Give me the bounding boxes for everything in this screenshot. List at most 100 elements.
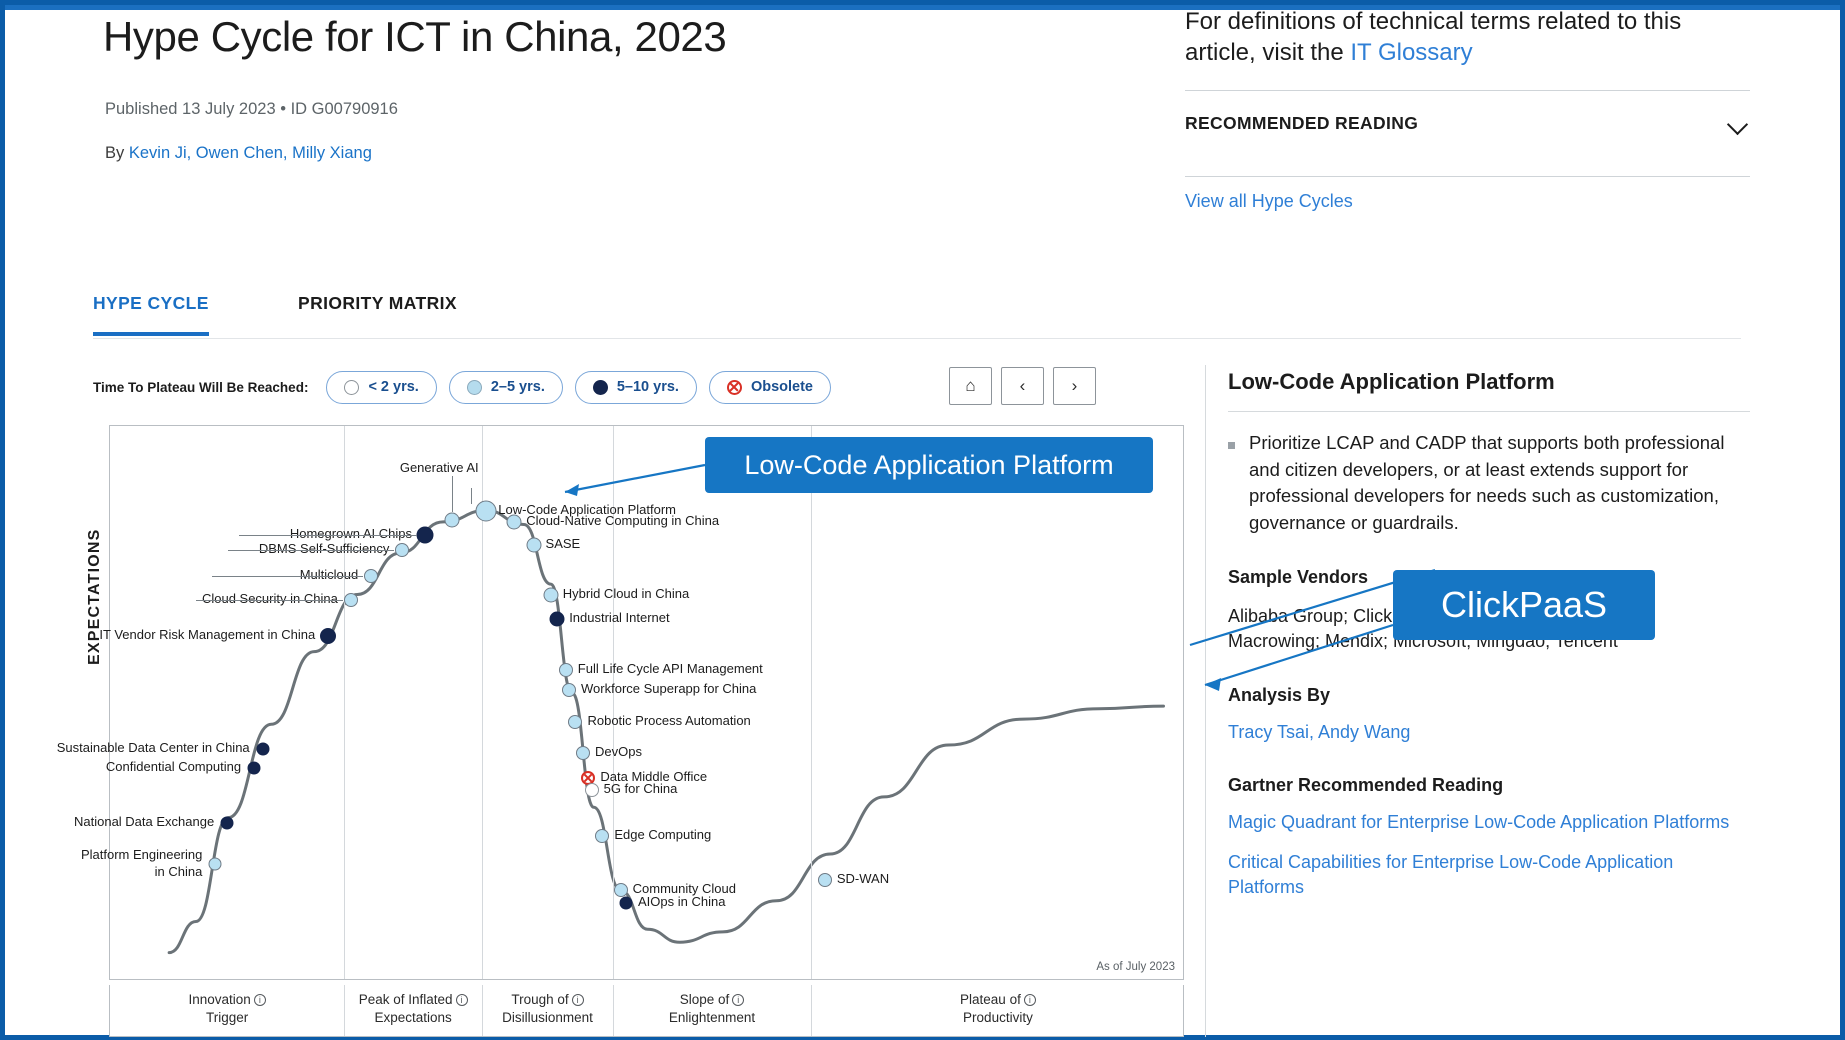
- hype-cycle-node[interactable]: [343, 592, 358, 607]
- hype-cycle-node-label: Edge Computing: [614, 826, 712, 842]
- legend-pill-lt-2-yrs[interactable]: < 2 yrs.: [326, 370, 437, 404]
- hype-cycle-node-label: Confidential Computing: [105, 759, 242, 775]
- hype-cycle-node-label: AIOps in China: [638, 893, 726, 909]
- axis-separator-0: [344, 985, 346, 1036]
- hype-cycle-node-label: National Data Exchange: [73, 813, 215, 829]
- legend-pill-obsolete[interactable]: Obsolete: [708, 370, 831, 404]
- hype-cycle-node[interactable]: [568, 714, 583, 729]
- phase-label-4[interactable]: Plateau of i Productivity: [893, 991, 1103, 1027]
- chart-nav-buttons: ⌂ ‹ ›: [949, 367, 1096, 405]
- phase-label-3[interactable]: Slope of i Enlightenment: [668, 992, 756, 1026]
- tab-bar: HYPE CYCLE PRIORITY MATRIX: [93, 293, 1741, 339]
- hype-cycle-node[interactable]: [562, 683, 577, 697]
- legend-pill-label: Obsolete: [750, 379, 813, 395]
- marker-open-icon: [344, 379, 360, 395]
- legend-pill-5-10-yrs[interactable]: 5–10 yrs.: [574, 370, 697, 404]
- byline-prefix: By: [105, 144, 129, 162]
- hype-cycle-node-label: Cloud Security in China: [201, 590, 338, 606]
- analysis-by-heading: Analysis By: [1228, 684, 1331, 705]
- detail-bullet: Prioritize LCAP and CADP that supports b…: [1228, 430, 1750, 537]
- hype-cycle-node[interactable]: [576, 745, 590, 760]
- hype-cycle-node[interactable]: [320, 628, 337, 645]
- home-icon[interactable]: ⌂: [949, 367, 992, 405]
- phase-separator-3: [810, 426, 812, 979]
- rail-divider-1: [1185, 90, 1750, 92]
- hype-cycle-node-label: Cloud-Native Computing in China: [526, 512, 720, 528]
- analyst-links[interactable]: Tracy Tsai, Andy Wang: [1228, 721, 1411, 742]
- marker-light-icon: [466, 379, 482, 395]
- hype-cycle-node[interactable]: [247, 761, 261, 775]
- hype-cycle-node[interactable]: [256, 742, 270, 756]
- info-icon[interactable]: i: [571, 993, 584, 1006]
- gartner-recommended-reading-heading: Gartner Recommended Reading: [1228, 775, 1504, 796]
- info-icon[interactable]: i: [455, 993, 468, 1006]
- glossary-note-text: For definitions of technical terms relat…: [1185, 8, 1682, 66]
- hype-cycle-node-label: Hybrid Cloud in China: [562, 585, 690, 601]
- hype-cycle-node[interactable]: [526, 537, 542, 553]
- hype-cycle-node-label: Workforce Superapp for China: [581, 681, 757, 696]
- hype-cycle-node-label: Data Middle Office: [600, 768, 708, 784]
- hype-cycle-node-label: Multicloud: [299, 567, 359, 583]
- info-icon[interactable]: i: [253, 993, 266, 1006]
- info-icon[interactable]: i: [1023, 993, 1036, 1006]
- hype-cycle-node[interactable]: [613, 883, 628, 898]
- phase-label-1[interactable]: Peak of Inflated i Expectations: [308, 991, 518, 1027]
- tab-priority-matrix[interactable]: PRIORITY MATRIX: [298, 293, 457, 313]
- view-all-hype-cycles-link[interactable]: View all Hype Cycles: [1185, 191, 1353, 212]
- hype-cycle-node[interactable]: [416, 526, 434, 544]
- top-accent-rule: [5, 5, 1840, 10]
- hype-cycle-node[interactable]: [475, 500, 497, 522]
- hype-cycle-node[interactable]: [395, 543, 410, 558]
- hype-cycle-node-label: Industrial Internet: [569, 610, 670, 626]
- hype-cycle-node[interactable]: [444, 512, 460, 528]
- hype-cycle-chart-panel: Time To Plateau Will Be Reached: < 2 yrs…: [57, 365, 1188, 1037]
- hype-cycle-node[interactable]: [558, 662, 573, 677]
- axis-separator-2: [613, 985, 615, 1036]
- hype-cycle-node-label: DevOps: [595, 743, 642, 759]
- hype-cycle-node-label: DBMS Self-Sufficiency: [258, 541, 390, 557]
- author-links[interactable]: Kevin Ji, Owen Chen, Milly Xiang: [128, 144, 372, 162]
- chevron-right-icon[interactable]: ›: [1053, 367, 1096, 405]
- recommended-reading-toggle[interactable]: RECOMMENDED READING: [1185, 91, 1750, 154]
- hype-cycle-node-label: Low-Code Application Platform: [498, 502, 677, 518]
- as-of-caption: As of July 2023: [1096, 961, 1175, 973]
- recommended-reading-link[interactable]: Magic Quadrant for Enterprise Low-Code A…: [1228, 812, 1730, 833]
- hype-cycle-node[interactable]: [549, 611, 565, 627]
- tab-hype-cycle[interactable]: HYPE CYCLE: [93, 293, 209, 336]
- hype-cycle-node-label: 5G for China: [603, 781, 678, 797]
- hype-cycle-plot-area: As of July 2023 Platform Engineering in C…: [57, 425, 1184, 980]
- hype-cycle-node[interactable]: [364, 569, 379, 584]
- hype-cycle-node-label: Homegrown AI Chips: [289, 525, 412, 541]
- it-glossary-link[interactable]: IT Glossary: [1350, 38, 1473, 66]
- chevron-left-icon[interactable]: ‹: [1001, 367, 1044, 405]
- hype-cycle-node[interactable]: [506, 514, 522, 530]
- y-axis-label: EXPECTATIONS: [86, 528, 103, 666]
- byline: By Kevin Ji, Owen Chen, Milly Xiang: [105, 144, 372, 163]
- detail-bullet-text: Prioritize LCAP and CADP that supports b…: [1249, 432, 1725, 533]
- x-axis-phase-bar: Innovation i Trigger Peak of Inflated i Expec…: [109, 985, 1184, 1037]
- legend-pill-2-5-yrs[interactable]: 2–5 yrs.: [448, 370, 563, 404]
- hype-cycle-node-label: Sustainable Data Center in China: [56, 740, 250, 756]
- label-leader-line: [212, 576, 364, 578]
- hype-cycle-node[interactable]: [817, 872, 832, 887]
- callout-low-code-application-platform: Low-Code Application Platform: [705, 437, 1153, 493]
- time-to-plateau-legend: Time To Plateau Will Be Reached: < 2 yrs…: [93, 365, 831, 409]
- recommended-reading-link[interactable]: Critical Capabilities for Enterprise Low…: [1228, 851, 1674, 898]
- label-leader-line: [228, 550, 395, 552]
- label-leader-line: [239, 534, 417, 536]
- marker-dark-icon: [592, 379, 608, 395]
- detail-panel: Low-Code Application Platform Prioritize…: [1205, 365, 1750, 1037]
- hype-cycle-node[interactable]: [208, 857, 222, 871]
- callout-clickpaas: ClickPaaS: [1393, 570, 1655, 640]
- label-leader-line: [471, 488, 473, 505]
- label-leader-line: [451, 476, 453, 513]
- phase-label-0[interactable]: Innovation i Trigger: [122, 991, 332, 1027]
- hype-cycle-node[interactable]: [584, 783, 599, 798]
- marker-obsolete-icon: [726, 379, 742, 395]
- hype-cycle-node[interactable]: [543, 587, 559, 602]
- info-icon[interactable]: i: [732, 993, 745, 1006]
- hype-cycle-node[interactable]: [595, 828, 610, 843]
- hype-cycle-node[interactable]: [220, 816, 234, 830]
- phase-label-2[interactable]: Trough of i Disillusionment: [502, 992, 593, 1026]
- hype-cycle-node[interactable]: [619, 896, 633, 910]
